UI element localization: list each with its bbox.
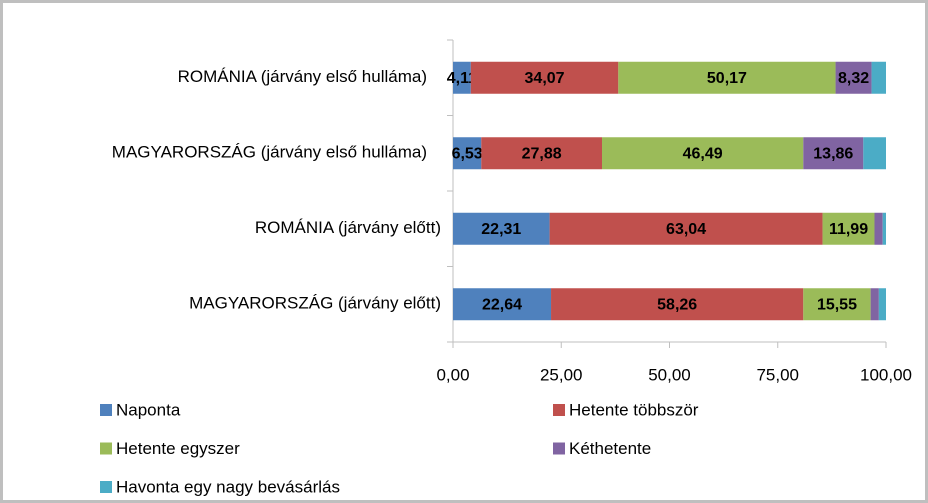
value-label: 6,53: [452, 145, 483, 162]
x-tick-label: 25,00: [540, 365, 583, 384]
bar-segment: [863, 137, 886, 170]
bar-segment: [470, 61, 619, 94]
bar-segment: [453, 288, 552, 321]
bar-segment: [822, 212, 875, 245]
legend-label: Hetente egyszer: [116, 439, 240, 458]
bar-segment: [878, 288, 886, 321]
bar-segment: [453, 137, 482, 170]
legend-label: Havonta egy nagy bevásárlás: [116, 477, 340, 496]
value-label: 63,04: [666, 221, 706, 238]
bar-segment: [549, 212, 823, 245]
legend-swatch: [553, 442, 565, 455]
value-label: 15,55: [817, 296, 857, 313]
y-tick-label: ROMÁNIA (járvány előtt): [255, 218, 441, 237]
bar-segment: [874, 212, 883, 245]
bar-segment: [835, 61, 872, 94]
bar-segment: [803, 137, 864, 170]
legend-swatch: [100, 442, 112, 455]
x-tick-label: 0,00: [436, 365, 469, 384]
legend-label: Kéthetente: [569, 439, 651, 458]
bar-segment: [803, 288, 871, 321]
value-label: 4,11: [447, 70, 477, 87]
y-tick-label: MAGYARORSZÁG (járvány előtt): [189, 294, 441, 313]
bar-segment: [870, 288, 879, 321]
legend-swatch: [553, 404, 565, 416]
x-tick-label: 75,00: [756, 365, 799, 384]
legend-swatch: [100, 481, 112, 493]
value-label: 58,26: [657, 296, 697, 313]
bar-segment: [453, 212, 550, 245]
bar-segment: [551, 288, 804, 321]
value-label: 22,31: [481, 221, 521, 238]
value-label: 22,64: [482, 296, 522, 313]
value-label: 34,07: [525, 70, 565, 87]
y-tick-label: ROMÁNIA (járvány első hulláma): [178, 67, 427, 86]
bar-segment: [453, 61, 471, 94]
bar-segment: [481, 137, 602, 170]
y-tick-label: MAGYARORSZÁG (járvány első hulláma): [112, 143, 427, 162]
legend-label: Naponta: [116, 400, 181, 419]
bar-segment: [871, 61, 886, 94]
bar-segment: [882, 212, 886, 245]
value-label: 27,88: [522, 145, 562, 162]
value-label: 46,49: [683, 145, 723, 162]
x-tick-label: 100,00: [860, 365, 912, 384]
value-label: 8,32: [838, 70, 869, 87]
value-label: 11,99: [829, 221, 868, 238]
bar-segment: [618, 61, 836, 94]
value-label: 50,17: [707, 70, 747, 87]
value-label: 13,86: [813, 145, 853, 162]
bar-segment: [601, 137, 804, 170]
x-tick-label: 50,00: [648, 365, 691, 384]
legend-label: Hetente többször: [569, 400, 699, 419]
legend-swatch: [100, 404, 112, 416]
